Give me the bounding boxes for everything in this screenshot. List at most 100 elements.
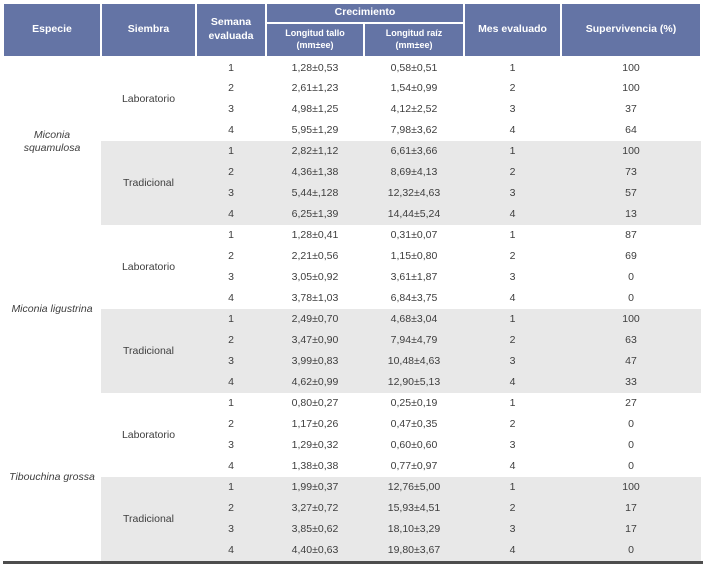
root-length-cell: 0,58±0,51	[364, 57, 464, 78]
week-cell: 3	[196, 351, 266, 372]
survival-cell: 63	[561, 330, 701, 351]
species-cell: Tibouchina grossa	[3, 393, 101, 561]
month-cell: 3	[464, 99, 561, 120]
table-row: Tibouchina grossa Laboratorio 1 0,80±0,27 0,…	[3, 393, 701, 561]
week-cell: 2	[196, 162, 266, 183]
week-cell: 1	[196, 393, 266, 414]
stem-length-cell: 1,28±0,53	[266, 57, 364, 78]
stem-length-cell: 3,05±0,92	[266, 267, 364, 288]
table-row: Tradicional 1 2,82±1,12 6,61±3,66 1 100	[3, 141, 701, 225]
root-length-cell: 12,32±4,63	[364, 183, 464, 204]
week-cell: 3	[196, 435, 266, 456]
month-cell: 3	[464, 267, 561, 288]
month-cell: 3	[464, 435, 561, 456]
week-cell: 4	[196, 288, 266, 309]
week-cell: 1	[196, 225, 266, 246]
week-cell: 4	[196, 456, 266, 477]
root-length-cell: 19,80±3,67	[364, 540, 464, 561]
survival-cell: 0	[561, 435, 701, 456]
survival-cell: 57	[561, 183, 701, 204]
root-length-cell: 1,15±0,80	[364, 246, 464, 267]
stem-length-cell: 2,49±0,70	[266, 309, 364, 330]
table-row: Tradicional 1 1,99±0,37 12,76±5,00 1 100	[3, 477, 701, 561]
sowing-cell: Tradicional	[101, 141, 196, 225]
stem-length-cell: 3,85±0,62	[266, 519, 364, 540]
stem-length-cell: 3,47±0,90	[266, 330, 364, 351]
root-length-cell: 7,98±3,62	[364, 120, 464, 141]
table-row: 2 2,61±1,23 1,54±0,99 2 100	[3, 78, 701, 99]
header-especie: Especie	[2, 2, 102, 58]
header-longitud-raiz: Longitud raíz (mm±ee)	[363, 22, 465, 58]
root-length-cell: 14,44±5,24	[364, 204, 464, 225]
week-cell: 2	[196, 78, 266, 99]
stem-length-cell: 1,99±0,37	[266, 477, 364, 498]
month-cell: 1	[464, 477, 561, 498]
root-length-cell: 0,25±0,19	[364, 393, 464, 414]
week-cell: 1	[196, 141, 266, 162]
survival-cell: 27	[561, 393, 701, 414]
root-length-cell: 15,93±4,51	[364, 498, 464, 519]
header-row-1: Especie Siembra Semana evaluada Crecimie…	[2, 2, 702, 58]
table-row: Tradicional 1 2,49±0,70 4,68±3,04 1 100	[3, 309, 701, 393]
month-cell: 3	[464, 519, 561, 540]
table-bottom-rule	[3, 561, 703, 564]
species-cell: Miconia squamulosa	[3, 57, 101, 225]
month-cell: 2	[464, 330, 561, 351]
root-length-cell: 10,48±4,63	[364, 351, 464, 372]
month-cell: 1	[464, 141, 561, 162]
survival-cell: 17	[561, 498, 701, 519]
week-cell: 1	[196, 309, 266, 330]
survival-cell: 0	[561, 288, 701, 309]
survival-cell: 37	[561, 99, 701, 120]
table-row: 4 4,62±0,99 12,90±5,13 4 33	[3, 372, 701, 393]
root-length-cell: 6,84±3,75	[364, 288, 464, 309]
month-cell: 4	[464, 540, 561, 561]
root-length-cell: 4,68±3,04	[364, 309, 464, 330]
month-cell: 3	[464, 351, 561, 372]
table-row: 4 4,40±0,63 19,80±3,67 4 0	[3, 540, 701, 561]
root-length-cell: 0,31±0,07	[364, 225, 464, 246]
table-row: 3 5,44±,128 12,32±4,63 3 57	[3, 183, 701, 204]
week-cell: 4	[196, 120, 266, 141]
month-cell: 1	[464, 309, 561, 330]
table-row: Miconia ligustrina Laboratorio 1 1,28±0,41 0…	[3, 225, 701, 393]
table-row: 4 6,25±1,39 14,44±5,24 4 13	[3, 204, 701, 225]
week-cell: 2	[196, 246, 266, 267]
species-cell: Miconia ligustrina	[3, 225, 101, 393]
week-cell: 3	[196, 99, 266, 120]
table-row: 2 2,21±0,56 1,15±0,80 2 69	[3, 246, 701, 267]
root-length-cell: 1,54±0,99	[364, 78, 464, 99]
root-length-cell: 0,47±0,35	[364, 414, 464, 435]
week-cell: 1	[196, 477, 266, 498]
table-row: Miconia squamulosa Laboratorio 1 1,28±0,53 0…	[3, 57, 701, 225]
table-header: Especie Siembra Semana evaluada Crecimie…	[2, 2, 702, 58]
week-cell: 4	[196, 204, 266, 225]
stem-length-cell: 1,17±0,26	[266, 414, 364, 435]
stem-length-cell: 6,25±1,39	[266, 204, 364, 225]
sowing-cell: Tradicional	[101, 477, 196, 561]
root-length-cell: 7,94±4,79	[364, 330, 464, 351]
survival-cell: 13	[561, 204, 701, 225]
month-cell: 4	[464, 204, 561, 225]
table-row: 2 4,36±1,38 8,69±4,13 2 73	[3, 162, 701, 183]
survival-cell: 100	[561, 78, 701, 99]
stem-length-cell: 2,82±1,12	[266, 141, 364, 162]
table-row: 2 3,47±0,90 7,94±4,79 2 63	[3, 330, 701, 351]
header-mes-evaluado: Mes evaluado	[463, 2, 562, 58]
stem-length-cell: 3,78±1,03	[266, 288, 364, 309]
stem-length-cell: 5,95±1,29	[266, 120, 364, 141]
month-cell: 4	[464, 456, 561, 477]
sowing-cell: Laboratorio	[101, 393, 196, 477]
sowing-cell: Laboratorio	[101, 57, 196, 141]
header-row-2: Longitud tallo (mm±ee) Longitud raíz (mm…	[3, 22, 701, 58]
header-siembra: Siembra	[100, 2, 197, 58]
root-length-cell: 0,60±0,60	[364, 435, 464, 456]
header-semana-evaluada: Semana evaluada	[195, 2, 267, 58]
stem-length-cell: 2,61±1,23	[266, 78, 364, 99]
root-length-cell: 12,90±5,13	[364, 372, 464, 393]
root-length-cell: 8,69±4,13	[364, 162, 464, 183]
month-cell: 1	[464, 57, 561, 78]
stem-length-cell: 4,62±0,99	[266, 372, 364, 393]
root-length-cell: 12,76±5,00	[364, 477, 464, 498]
